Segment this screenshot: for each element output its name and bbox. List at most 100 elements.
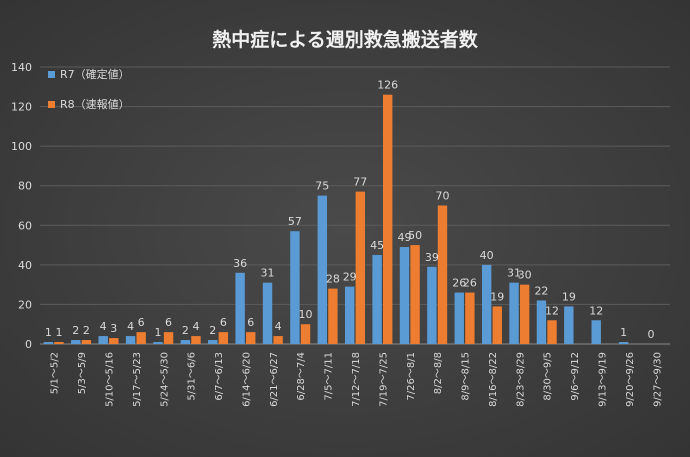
x-tick-label: 7/19～7/25	[378, 352, 389, 407]
data-label: 1	[45, 326, 52, 339]
bar-r7	[454, 292, 464, 344]
bar-r8	[191, 336, 201, 344]
data-label: 70	[435, 190, 449, 203]
x-tick-label: 8/30～9/5	[543, 352, 554, 401]
data-label: 6	[220, 316, 227, 329]
x-tick-label: 8/16～8/22	[488, 352, 499, 407]
data-label: 10	[299, 308, 313, 321]
data-label: 12	[545, 304, 559, 317]
x-tick-label: 9/13～9/19	[598, 352, 609, 407]
legend-label-r8: R8（速報値）	[60, 98, 130, 111]
x-tick-label: 6/28～7/4	[296, 352, 307, 401]
data-label: 26	[463, 277, 477, 290]
bar-r7	[180, 340, 191, 344]
x-tick-label: 5/3～5/9	[77, 352, 88, 394]
data-label: 12	[589, 304, 603, 317]
bar-r7	[618, 342, 629, 344]
data-label: 75	[315, 180, 329, 193]
data-label: 6	[138, 316, 145, 329]
bar-r7	[43, 342, 54, 344]
y-tick-label: 100	[11, 140, 32, 153]
x-tick-label: 8/2～8/8	[433, 352, 444, 394]
bar-r8	[273, 336, 283, 344]
bar-r8	[54, 342, 64, 344]
bar-r7	[98, 336, 108, 344]
bar-r7	[345, 286, 355, 344]
data-label: 3	[110, 322, 117, 335]
bar-r8	[300, 324, 311, 344]
bar-r8	[81, 340, 92, 344]
data-label: 2	[72, 324, 79, 337]
data-label: 6	[165, 316, 172, 329]
x-tick-label: 6/14～6/20	[241, 352, 252, 407]
bar-r8	[382, 94, 393, 344]
data-label: 77	[353, 176, 367, 189]
data-label: 40	[480, 249, 494, 262]
data-label: 2	[83, 324, 90, 337]
bar-r8	[109, 338, 119, 344]
x-tick-label: 5/10～5/16	[104, 352, 115, 407]
data-label: 57	[288, 215, 302, 228]
y-tick-label: 0	[25, 338, 32, 351]
bar-r7	[591, 320, 601, 344]
x-tick-label: 6/7～6/13	[214, 352, 225, 401]
data-label: 6	[247, 316, 254, 329]
bar-r8	[163, 332, 174, 344]
data-label: 126	[377, 79, 398, 92]
data-label: 1	[620, 326, 627, 339]
data-label: 39	[425, 251, 439, 264]
bar-r7	[262, 282, 273, 344]
x-tick-label: 6/21～6/27	[269, 352, 280, 407]
bar-r7	[564, 306, 574, 344]
data-label: 29	[343, 271, 357, 284]
data-label: 4	[192, 320, 199, 333]
bar-r7	[481, 264, 492, 344]
data-label: 2	[209, 324, 216, 337]
legend: R7（確定値） R8（速報値）	[48, 67, 130, 111]
bar-r8	[465, 292, 475, 344]
data-label: 22	[534, 284, 548, 297]
bar-r7	[509, 282, 519, 344]
data-label: 19	[562, 290, 576, 303]
bar-r7	[125, 336, 136, 344]
data-label: 4	[100, 320, 107, 333]
gridlines	[40, 66, 670, 345]
data-label: 0	[648, 328, 655, 341]
data-label: 1	[154, 326, 161, 339]
bar-r7	[536, 300, 547, 344]
y-tick-label: 80	[18, 180, 32, 193]
data-label: 19	[490, 290, 504, 303]
legend-label-r7: R7（確定値）	[60, 67, 130, 81]
x-tick-label: 7/12～7/18	[351, 352, 362, 407]
y-tick-label: 60	[18, 219, 32, 232]
legend-swatch-r8	[48, 101, 55, 108]
bar-r8	[218, 332, 229, 344]
bar-r8	[355, 191, 365, 344]
x-tick-label: 7/5～7/11	[324, 352, 335, 401]
data-label: 50	[408, 229, 422, 242]
bar-r8	[547, 320, 557, 344]
x-tick-label: 8/9～8/15	[461, 352, 472, 401]
x-tick-label: 9/6～9/12	[570, 352, 581, 401]
bar-r7	[427, 266, 437, 344]
data-label: 45	[370, 239, 384, 252]
bar-r7	[317, 195, 328, 344]
x-tick-label: 5/1～5/2	[50, 352, 61, 394]
legend-swatch-r7	[48, 71, 55, 78]
data-label: 4	[275, 320, 282, 333]
data-label: 2	[182, 324, 189, 337]
bar-r8	[136, 332, 146, 344]
bar-r7	[208, 340, 218, 344]
chart-title: 熱中症による週別救急搬送者数	[212, 28, 478, 51]
bar-r7	[372, 254, 382, 344]
x-axis-ticks: 5/1～5/2 5/3～5/9 5/10～5/16 5/17～5/23 5/24～5/3…	[50, 352, 664, 407]
bar-r8	[437, 205, 448, 344]
bar-r7	[290, 231, 300, 344]
bar-r7	[71, 340, 81, 344]
bars	[43, 94, 629, 344]
x-tick-label: 9/20～9/26	[625, 352, 636, 407]
y-tick-label: 120	[11, 101, 32, 114]
y-tick-label: 140	[11, 61, 32, 74]
y-tick-label: 40	[18, 259, 32, 272]
